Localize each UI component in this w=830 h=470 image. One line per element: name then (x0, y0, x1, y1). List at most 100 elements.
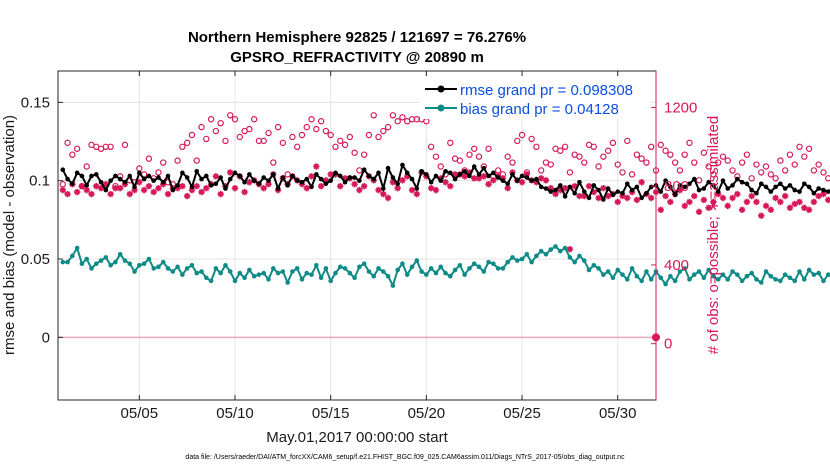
possible-obs-marker (705, 163, 712, 170)
bias-point (299, 277, 305, 282)
possible-obs-marker (289, 133, 296, 141)
possible-obs-marker (73, 145, 81, 152)
possible-obs-marker (217, 119, 224, 127)
possible-obs-marker (341, 141, 349, 149)
rmse-point (567, 184, 573, 190)
possible-obs-marker (576, 153, 583, 160)
rmse-point (605, 186, 611, 191)
assimilated-obs-marker (384, 194, 392, 202)
possible-obs-marker (174, 157, 181, 164)
assimilated-obs-marker (767, 206, 775, 214)
rmse-point (620, 190, 625, 196)
bias-point (433, 270, 439, 276)
rmse-point (696, 187, 702, 193)
assimilated-obs-marker (437, 175, 444, 182)
assimilated-obs-marker (537, 175, 545, 182)
rmse-point (74, 170, 80, 176)
bias-point (443, 270, 448, 276)
possible-obs-marker (791, 161, 798, 168)
rmse-point (89, 173, 94, 179)
rmse-point (323, 181, 329, 187)
rmse-point (165, 173, 171, 179)
possible-obs-marker (509, 159, 516, 166)
rmse-point (782, 186, 788, 191)
rmse-point (151, 178, 156, 183)
possible-obs-marker (724, 157, 731, 164)
bias-point (467, 266, 472, 271)
rmse-point (218, 175, 223, 180)
possible-obs-marker (643, 159, 650, 166)
assimilated-obs-marker (145, 182, 153, 190)
assimilated-obs-marker (73, 188, 81, 196)
rmse-point (629, 187, 635, 193)
assimilated-obs-marker (662, 192, 669, 200)
bias-point (275, 270, 281, 276)
rmse-point (141, 176, 147, 182)
x-tick-label: 05/10 (216, 405, 254, 422)
rmse-point (749, 187, 754, 193)
rmse-point (720, 178, 726, 183)
bias-point (357, 264, 362, 270)
assimilated-obs-marker (676, 186, 684, 194)
possible-obs-marker (198, 123, 205, 131)
rmse-point (137, 170, 142, 176)
rmse-point (117, 176, 123, 182)
assimilated-obs-marker (638, 179, 645, 186)
y-tick-label: 0.1 (29, 173, 50, 190)
bias-point (691, 272, 697, 277)
legend-bias-label: bias grand pr = 0.04128 (460, 101, 619, 118)
bias-point (137, 262, 142, 268)
possible-obs-marker (604, 147, 612, 154)
bias-point (754, 277, 759, 282)
bias-point (70, 253, 75, 259)
rmse-point (309, 184, 314, 190)
rmse-point (778, 181, 783, 187)
rmse-point (457, 172, 463, 177)
assimilated-obs-marker (83, 186, 90, 194)
rmse-point (237, 173, 243, 179)
possible-obs-marker (514, 137, 521, 145)
x-tick-label: 05/05 (121, 405, 159, 422)
possible-obs-marker (494, 167, 502, 174)
bias-point (204, 275, 209, 281)
bias-point (251, 273, 257, 279)
bias-point (615, 267, 621, 273)
possible-obs-marker (710, 171, 717, 178)
assimilated-obs-marker (825, 196, 830, 204)
bias-point (227, 269, 233, 274)
possible-obs-marker (384, 123, 392, 131)
rmse-point (639, 195, 644, 201)
assimilated-obs-marker (480, 173, 487, 180)
rmse-point (758, 181, 764, 187)
rmse-point (601, 197, 606, 202)
assimilated-obs-marker (246, 179, 253, 186)
assimilated-obs-marker (461, 173, 468, 180)
bias-point (146, 256, 152, 262)
possible-obs-marker (686, 139, 693, 147)
possible-obs-marker (337, 137, 344, 145)
bias-point (816, 270, 821, 276)
rmse-point (419, 168, 424, 174)
bias-point (567, 255, 573, 260)
possible-obs-marker (485, 145, 492, 152)
rmse-point (658, 189, 664, 194)
rmse-point (739, 179, 745, 185)
assimilated-obs-marker (399, 177, 406, 184)
rmse-point (213, 181, 219, 187)
assimilated-obs-marker (337, 182, 344, 190)
rmse-point (687, 181, 692, 187)
bias-point (634, 273, 640, 279)
possible-obs-marker (246, 125, 253, 133)
bias-point (314, 262, 319, 268)
bias-point (787, 275, 793, 281)
bias-point (400, 261, 405, 267)
bias-point (730, 269, 735, 274)
possible-obs-marker (193, 157, 200, 164)
bias-point (782, 272, 788, 277)
rmse-point (586, 195, 592, 201)
possible-obs-marker (561, 143, 569, 151)
assimilated-obs-marker (485, 181, 492, 188)
rmse-point (98, 179, 104, 185)
assimilated-obs-marker (360, 182, 368, 190)
